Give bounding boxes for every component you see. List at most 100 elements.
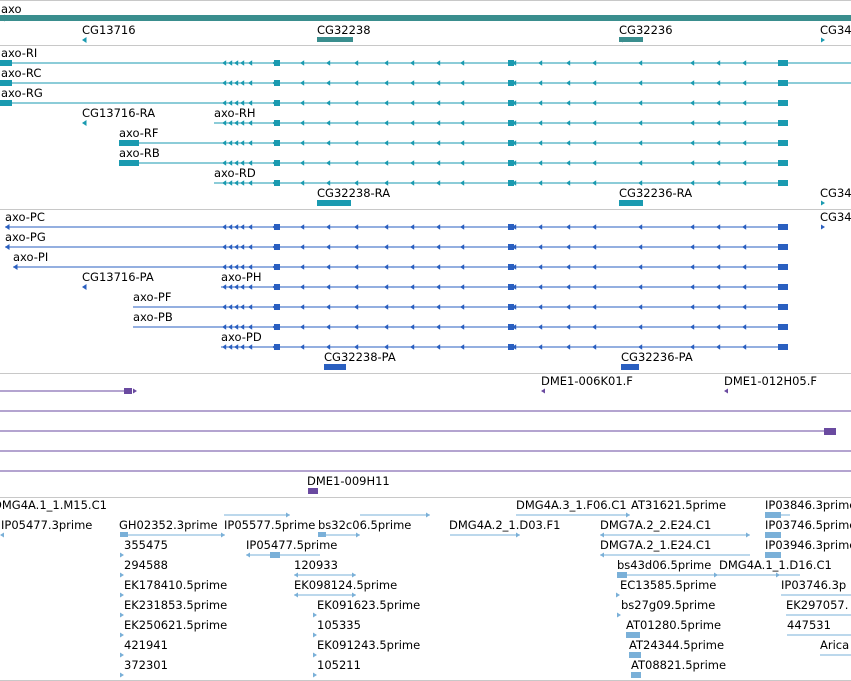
strand-arrow-left[interactable] bbox=[716, 224, 721, 230]
strand-arrow-left[interactable] bbox=[308, 488, 312, 494]
gene-label[interactable]: CG13716 bbox=[82, 23, 136, 37]
strand-arrow-left[interactable] bbox=[716, 304, 721, 310]
exon-block[interactable] bbox=[0, 100, 12, 106]
strand-arrow-left[interactable] bbox=[512, 244, 517, 250]
est-label[interactable]: bs43d06.5prime bbox=[617, 558, 712, 572]
strand-arrow-left[interactable] bbox=[384, 304, 389, 310]
exon-block[interactable] bbox=[824, 428, 836, 435]
strand-arrow-left[interactable] bbox=[326, 120, 331, 126]
strand-arrow-left[interactable] bbox=[512, 264, 517, 270]
transcript-label[interactable]: CG34 bbox=[820, 186, 851, 200]
strand-arrow-left[interactable] bbox=[690, 244, 695, 250]
exon-block[interactable] bbox=[508, 244, 514, 250]
strand-arrow-left[interactable] bbox=[592, 224, 597, 230]
exon-block[interactable] bbox=[508, 160, 514, 166]
strand-arrow-left[interactable] bbox=[742, 284, 747, 290]
strand-arrow-left[interactable] bbox=[326, 304, 331, 310]
transcript-label[interactable]: axo-RH bbox=[214, 106, 256, 120]
strand-arrow-right[interactable] bbox=[120, 652, 124, 658]
strand-arrow-left[interactable] bbox=[384, 100, 389, 106]
strand-arrow-left[interactable] bbox=[228, 284, 233, 290]
strand-arrow-left[interactable] bbox=[512, 100, 517, 106]
strand-arrow-left[interactable] bbox=[248, 160, 253, 166]
strand-arrow-right[interactable] bbox=[286, 512, 290, 518]
est-label[interactable]: IP05577.5prime bbox=[224, 518, 316, 532]
strand-arrow-left[interactable] bbox=[538, 244, 543, 250]
strand-arrow-left[interactable] bbox=[538, 100, 543, 106]
strand-arrow-left[interactable] bbox=[512, 120, 517, 126]
exon-block[interactable] bbox=[508, 284, 514, 290]
strand-arrow-left[interactable] bbox=[326, 344, 331, 350]
exon-block[interactable] bbox=[508, 140, 514, 146]
exon-block[interactable] bbox=[274, 304, 280, 310]
est-label[interactable]: AT24344.5prime bbox=[629, 638, 725, 652]
strand-arrow-left[interactable] bbox=[690, 224, 695, 230]
exon-block[interactable] bbox=[317, 200, 351, 206]
strand-arrow-left[interactable] bbox=[592, 324, 597, 330]
strand-arrow-left[interactable] bbox=[512, 140, 517, 146]
est-label[interactable]: EK250621.5prime bbox=[124, 618, 228, 632]
est-label[interactable]: IP05477.3prime bbox=[1, 518, 93, 532]
strand-arrow-left[interactable] bbox=[566, 140, 571, 146]
strand-arrow-left[interactable] bbox=[326, 244, 331, 250]
strand-arrow-right[interactable] bbox=[746, 532, 750, 538]
est-label[interactable]: 105335 bbox=[317, 618, 361, 632]
strand-arrow-left[interactable] bbox=[566, 100, 571, 106]
strand-arrow-left[interactable] bbox=[592, 120, 597, 126]
strand-arrow-left[interactable] bbox=[234, 284, 239, 290]
exon-block[interactable] bbox=[274, 284, 280, 290]
strand-arrow-left[interactable] bbox=[460, 244, 465, 250]
strand-arrow-left[interactable] bbox=[690, 100, 695, 106]
strand-arrow-left[interactable] bbox=[460, 180, 465, 186]
strand-arrow-left[interactable] bbox=[222, 180, 227, 186]
gene-arrow[interactable] bbox=[821, 37, 825, 43]
strand-arrow-left[interactable] bbox=[228, 344, 233, 350]
strand-arrow-right[interactable] bbox=[352, 572, 356, 578]
strand-arrow-left[interactable] bbox=[638, 140, 643, 146]
strand-arrow-left[interactable] bbox=[436, 180, 441, 186]
strand-arrow-left[interactable] bbox=[240, 244, 245, 250]
strand-arrow-left[interactable] bbox=[410, 304, 415, 310]
est-label[interactable]: bs27g09.5prime bbox=[621, 598, 716, 612]
strand-arrow-left[interactable] bbox=[566, 120, 571, 126]
strand-arrow-right[interactable] bbox=[313, 672, 317, 678]
strand-arrow-left[interactable] bbox=[724, 388, 728, 394]
strand-arrow-left[interactable] bbox=[592, 180, 597, 186]
strand-arrow-left[interactable] bbox=[512, 304, 517, 310]
exon-block[interactable] bbox=[765, 552, 781, 558]
strand-arrow-left[interactable] bbox=[384, 180, 389, 186]
strand-arrow-left[interactable] bbox=[234, 344, 239, 350]
est-label[interactable]: 120933 bbox=[294, 558, 338, 572]
strand-arrow-right[interactable] bbox=[120, 612, 124, 618]
strand-arrow-left[interactable] bbox=[294, 592, 298, 598]
exon-block[interactable] bbox=[274, 324, 280, 330]
strand-arrow-left[interactable] bbox=[248, 304, 253, 310]
exon-block[interactable] bbox=[508, 100, 514, 106]
strand-arrow-left[interactable] bbox=[248, 344, 253, 350]
strand-arrow-left[interactable] bbox=[592, 304, 597, 310]
strand-arrow-left[interactable] bbox=[228, 264, 233, 270]
strand-arrow-left[interactable] bbox=[538, 224, 543, 230]
strand-arrow-left[interactable] bbox=[460, 304, 465, 310]
strand-arrow-left[interactable] bbox=[234, 120, 239, 126]
strand-arrow-left[interactable] bbox=[240, 180, 245, 186]
strand-arrow-left[interactable] bbox=[592, 344, 597, 350]
strand-arrow-left[interactable] bbox=[716, 324, 721, 330]
strand-arrow-right[interactable] bbox=[426, 512, 430, 518]
strand-arrow-left[interactable] bbox=[300, 224, 305, 230]
strand-arrow-left[interactable] bbox=[300, 180, 305, 186]
est-label[interactable]: DMG4A.1_1.D16.C1 bbox=[719, 558, 832, 572]
protein-label[interactable]: axo-PB bbox=[133, 310, 173, 324]
strand-arrow-left[interactable] bbox=[690, 160, 695, 166]
protein-label[interactable]: axo-PF bbox=[133, 290, 172, 304]
est-label[interactable]: 447531 bbox=[787, 618, 831, 632]
exon-block[interactable] bbox=[120, 532, 128, 537]
strand-arrow-left[interactable] bbox=[410, 224, 415, 230]
strand-arrow-left[interactable] bbox=[638, 224, 643, 230]
est-label[interactable]: EK091623.5prime bbox=[317, 598, 421, 612]
protein-label[interactable]: axo-PD bbox=[221, 330, 262, 344]
gene-arrow[interactable] bbox=[0, 14, 5, 22]
strand-arrow-left[interactable] bbox=[460, 324, 465, 330]
strand-arrow-left[interactable] bbox=[566, 180, 571, 186]
strand-arrow-left[interactable] bbox=[436, 344, 441, 350]
